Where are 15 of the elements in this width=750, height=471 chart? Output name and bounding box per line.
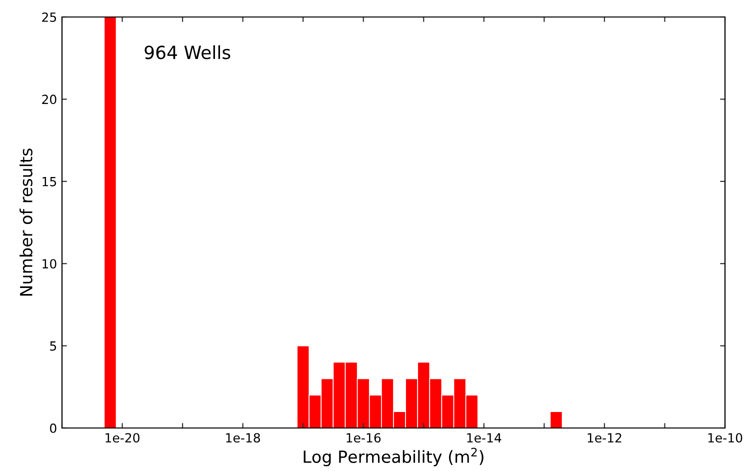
y-tick-label: 5: [50, 341, 56, 351]
y-axis-title: Number of results: [20, 148, 32, 296]
x-axis-title: Log Permeability (m$^{2}$): [304, 448, 484, 466]
y-tick-label: 10: [42, 259, 56, 269]
x-tick-label: 1e-20: [106, 433, 140, 443]
x-tick-label: 1e-10: [708, 433, 742, 443]
annotation: 964 Wells: [144, 45, 230, 60]
y-tick-label: 20: [42, 94, 56, 104]
x-tick-label: 1e-14: [467, 433, 502, 443]
y-tick-label: 0: [50, 423, 56, 433]
x-tick-label: 1e-16: [346, 433, 381, 443]
x-tick-label: 1e-18: [226, 433, 260, 443]
y-tick-label: 25: [42, 12, 56, 22]
x-tick-label: 1e-12: [588, 433, 622, 443]
y-tick-label: 15: [42, 177, 56, 186]
